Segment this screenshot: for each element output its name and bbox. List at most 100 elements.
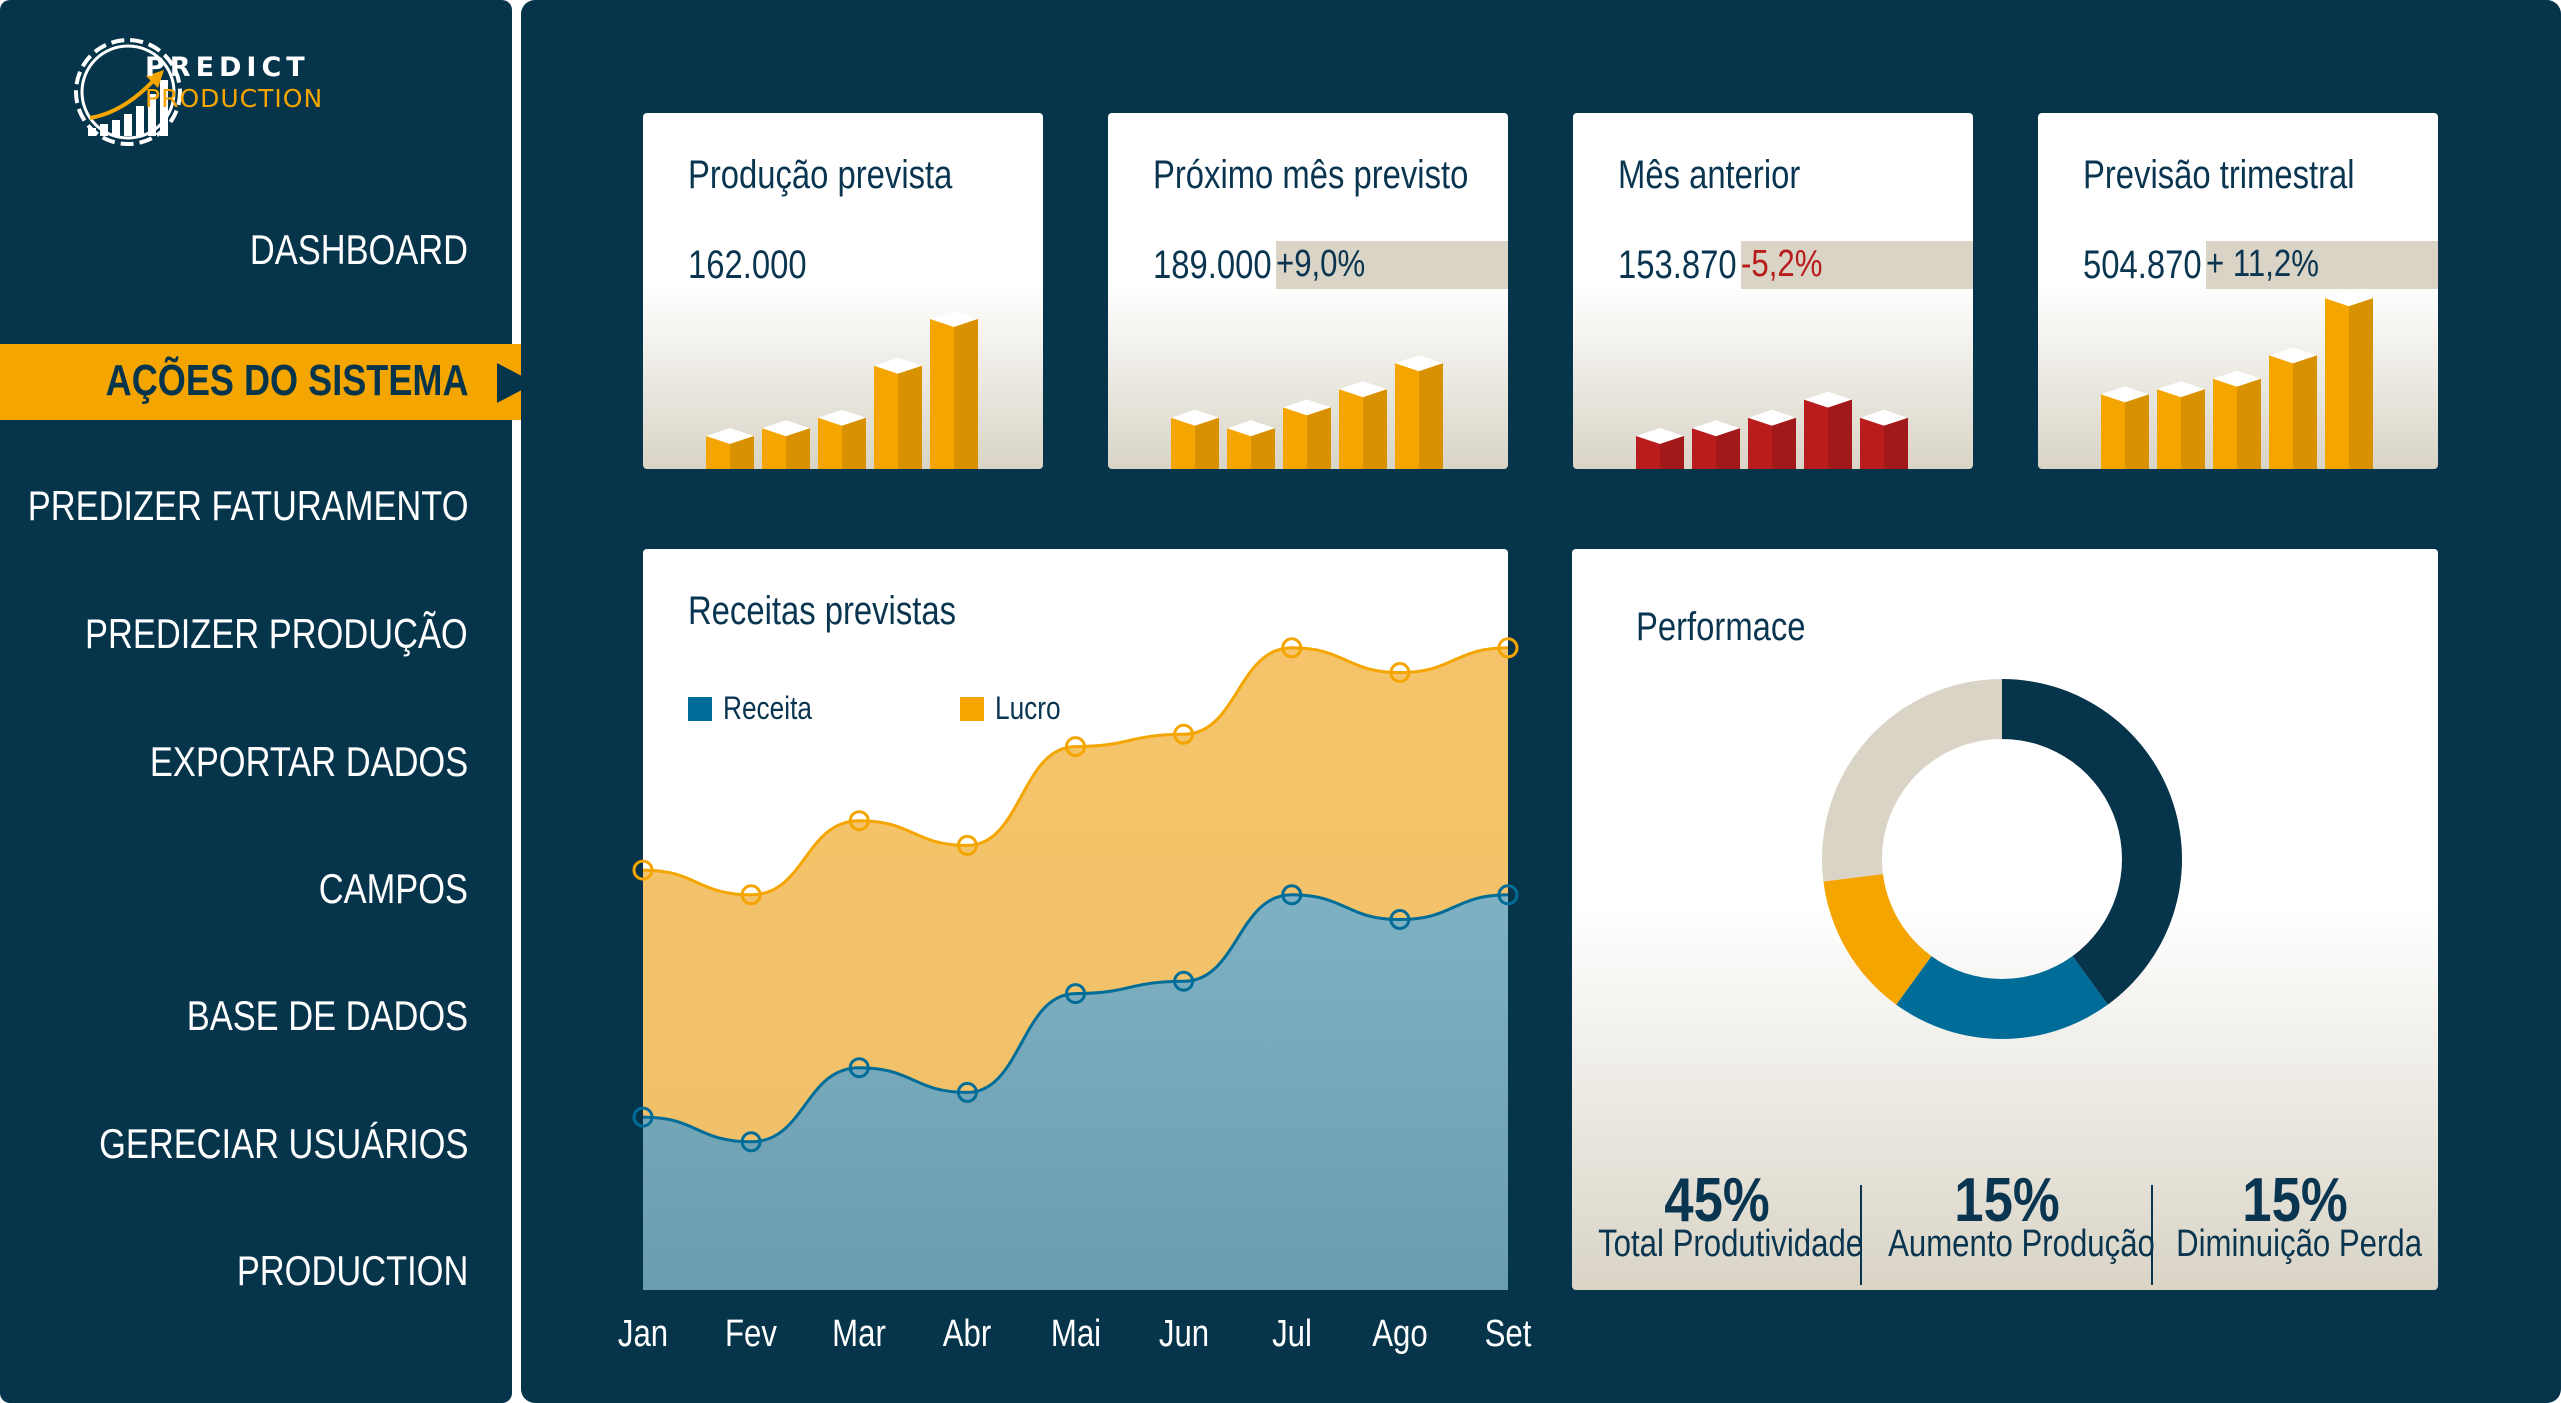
data-point-lucro[interactable] [1065, 736, 1086, 758]
kpi-change-band: +9,0% [1276, 241, 1508, 289]
sidebar-item-predizer-faturamento[interactable]: PREDIZER FATURAMENTO [27, 482, 468, 529]
stat-total-produtividade-label: Total Produtividade [1598, 1223, 1864, 1265]
kpi-bar-chart [2101, 290, 2373, 469]
data-point-lucro[interactable] [1389, 662, 1411, 683]
kpi-value: 504.870 [2083, 243, 2202, 287]
legend-lucro-swatch [960, 697, 984, 721]
sidebar-item-acoes-do-sistema[interactable] [0, 344, 553, 420]
brand-name: PREDICT [145, 52, 310, 83]
kpi-bar [1171, 409, 1219, 469]
stat-divider [2151, 1185, 2153, 1285]
sidebar-item-exportar-dados[interactable]: EXPORTAR DADOS [149, 738, 468, 785]
kpi-bar [1860, 409, 1908, 469]
data-point-receita[interactable] [740, 1131, 762, 1153]
donut-segment-2[interactable] [1823, 874, 1932, 1005]
kpi-bar [706, 428, 754, 469]
sidebar-item-dashboard[interactable]: DASHBOARD [249, 226, 468, 273]
kpi-bar [2157, 381, 2205, 469]
kpi-value: 162.000 [688, 243, 807, 287]
kpi-change-band: -5,2% [1741, 241, 1973, 289]
sidebar-item-gerenciar-usuarios[interactable]: GERECIAR USUÁRIOS [98, 1120, 468, 1167]
donut-segment-0[interactable] [2002, 679, 2182, 1005]
stat-diminuicao-perda-value: 15% [2242, 1166, 2348, 1235]
x-tick-label: Jan [617, 1313, 669, 1355]
data-point-lucro[interactable] [632, 859, 654, 881]
kpi-change: + 11,2% [2206, 243, 2319, 285]
performance-title: Performace [1636, 605, 1806, 649]
kpi-card-previsao-trimestral[interactable]: + 11,2% Previsão trimestral 504.870 [2038, 113, 2438, 469]
data-point-receita[interactable] [1497, 884, 1519, 906]
kpi-bar [1692, 420, 1740, 469]
logo-icon [74, 38, 182, 146]
kpi-title: Próximo mês previsto [1153, 153, 1469, 197]
legend-receita-swatch [688, 697, 712, 721]
data-point-receita[interactable] [1389, 909, 1411, 930]
kpi-value: 189.000 [1153, 243, 1272, 287]
legend-lucro-label: Lucro [995, 690, 1061, 726]
kpi-bar [1804, 391, 1852, 469]
data-point-receita[interactable] [1173, 970, 1195, 992]
kpi-card-mes-anterior[interactable]: -5,2% Mês anterior 153.870 [1573, 113, 1973, 469]
kpi-change: -5,2% [1741, 243, 1823, 285]
performance-donut-chart [1822, 679, 2182, 1039]
sidebar: PREDICT PRODUCTION [0, 0, 512, 1403]
data-point-receita[interactable] [956, 1081, 978, 1103]
sidebar-item-production[interactable]: PRODUCTION [236, 1247, 468, 1294]
performance-card: Performace 45% Total Produtividade 15% A… [1572, 549, 2438, 1290]
data-point-lucro[interactable] [1173, 723, 1195, 745]
x-tick-label: Mar [832, 1313, 887, 1355]
donut-segment-3[interactable] [1822, 679, 2002, 882]
kpi-title: Produção prevista [688, 153, 953, 197]
kpi-bar [1636, 428, 1684, 469]
stat-aumento-producao-label: Aumento Produção [1888, 1223, 2155, 1265]
kpi-bar [2325, 290, 2373, 469]
chart-title: Receitas previstas [688, 589, 956, 633]
kpi-bar [1339, 381, 1387, 469]
kpi-bar [1227, 420, 1275, 469]
kpi-bar [1748, 409, 1796, 469]
data-point-receita[interactable] [848, 1057, 870, 1079]
data-point-receita[interactable] [632, 1106, 654, 1128]
kpi-card-producao-prevista[interactable]: Produção prevista 162.000 [643, 113, 1043, 469]
kpi-bar [930, 311, 978, 469]
kpi-card-proximo-mes[interactable]: +9,0% Próximo mês previsto 189.000 [1108, 113, 1508, 469]
brand-subname: PRODUCTION [145, 84, 324, 113]
data-point-receita[interactable] [1065, 983, 1086, 1005]
sidebar-item-predizer-producao[interactable]: PREDIZER PRODUÇÃO [85, 610, 468, 657]
stat-total-produtividade-value: 45% [1664, 1166, 1770, 1235]
kpi-title: Previsão trimestral [2083, 153, 2355, 197]
legend-receita-label: Receita [723, 690, 812, 726]
data-point-lucro[interactable] [956, 834, 978, 856]
x-tick-label: Fev [725, 1313, 778, 1355]
sidebar-nav: DASHBOARD AÇÕES DO SISTEMA PREDIZER FATU… [0, 0, 560, 1403]
x-tick-label: Abr [943, 1313, 992, 1355]
kpi-bar [2213, 370, 2261, 469]
x-tick-label: Set [1484, 1313, 1532, 1355]
x-tick-label: Jul [1271, 1313, 1312, 1355]
revenue-area-chart [632, 637, 1519, 1290]
data-point-receita[interactable] [1281, 884, 1303, 906]
x-tick-label: Jun [1158, 1313, 1209, 1355]
donut-segment-1[interactable] [1896, 956, 2108, 1039]
kpi-title: Mês anterior [1618, 153, 1801, 197]
x-tick-label: Ago [1372, 1313, 1428, 1355]
kpi-bar [762, 420, 810, 469]
kpi-bar-chart [1171, 355, 1443, 469]
kpi-bar [1395, 355, 1443, 469]
x-tick-label: Mai [1050, 1313, 1101, 1355]
kpi-bar [818, 409, 866, 469]
sidebar-item-campos[interactable]: CAMPOS [318, 865, 468, 912]
kpi-bar [874, 357, 922, 469]
data-point-lucro[interactable] [848, 810, 870, 832]
sidebar-item-label[interactable]: AÇÕES DO SISTEMA [105, 356, 468, 405]
sidebar-item-base-de-dados[interactable]: BASE DE DADOS [186, 992, 468, 1039]
kpi-bar [2101, 386, 2149, 469]
kpi-bar [1283, 399, 1331, 469]
kpi-bar [2269, 347, 2317, 469]
data-point-lucro[interactable] [1497, 637, 1519, 659]
data-point-lucro[interactable] [1281, 637, 1303, 659]
kpi-change-band: + 11,2% [2206, 241, 2438, 289]
stat-diminuicao-perda-label: Diminuição Perda [2176, 1223, 2423, 1265]
kpi-bar-chart [706, 311, 978, 469]
data-point-lucro[interactable] [740, 884, 762, 906]
